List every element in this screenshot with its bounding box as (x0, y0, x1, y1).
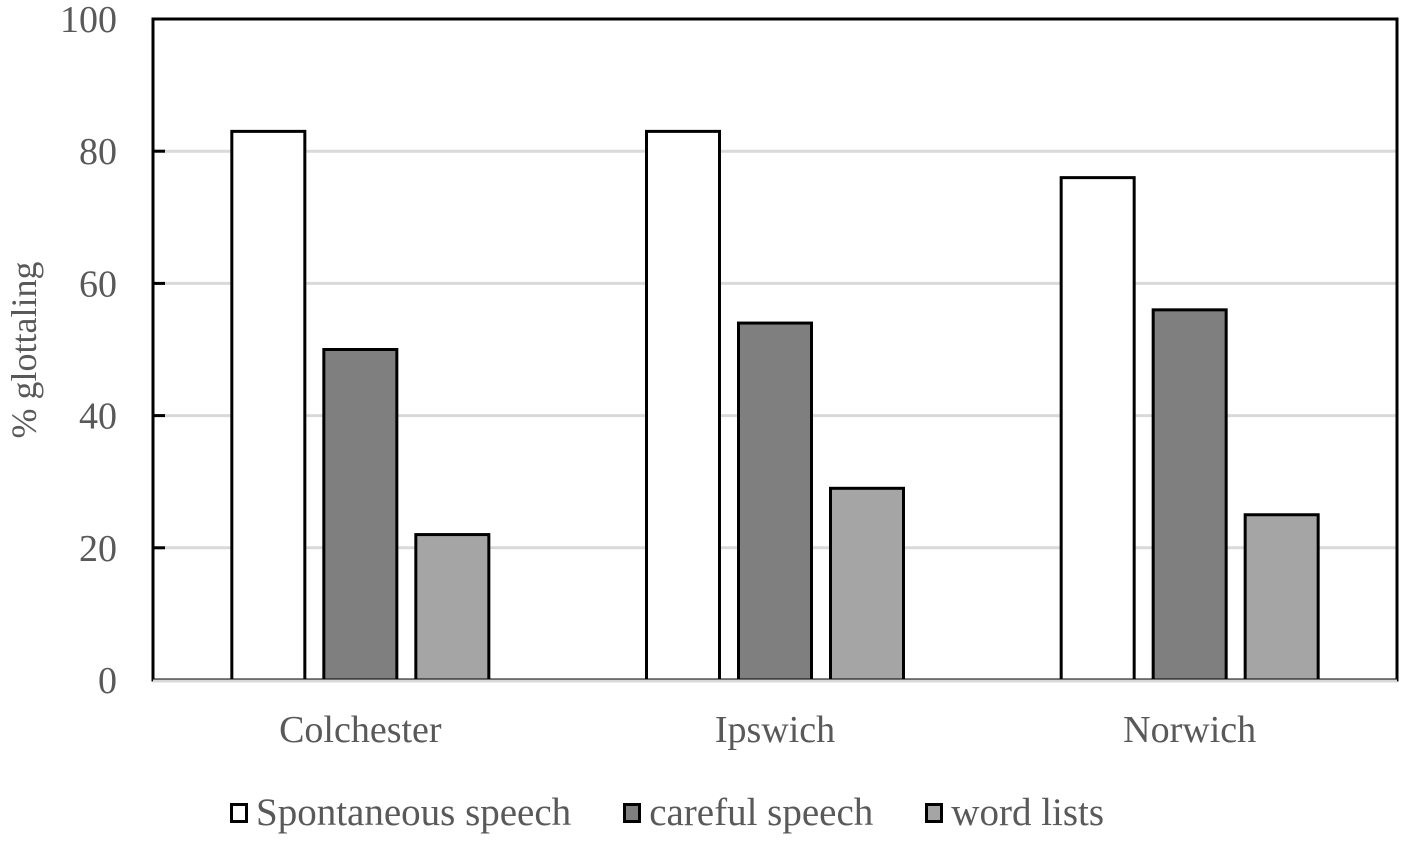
y-tick-label: 100 (60, 0, 117, 41)
bar (645, 129, 721, 682)
bars (230, 129, 1320, 682)
bar (1243, 513, 1320, 682)
legend-label: word lists (951, 791, 1105, 834)
x-category-label: Ipswich (715, 709, 835, 751)
x-category-label: Colchester (279, 709, 442, 751)
legend-label: Spontaneous speech (256, 791, 572, 834)
y-tick-label: 40 (79, 396, 117, 438)
y-tick-label: 80 (79, 131, 117, 173)
legend-item-word-lists: word lists (925, 790, 1104, 836)
bar (737, 321, 813, 682)
y-tick-label: 20 (79, 528, 117, 570)
legend-swatch-icon (925, 803, 944, 823)
legend-item-spontaneous: Spontaneous speech (230, 790, 571, 836)
x-axis-labels: Colchester Ipswich Norwich (279, 709, 1256, 751)
y-axis-title: % glottaling (4, 262, 44, 439)
legend: Spontaneous speech careful speech word l… (230, 790, 1156, 836)
bar-chart: 0 20 40 60 80 100 Colchester Ipswich Norwich % … (4, 0, 1399, 751)
legend-swatch-icon (623, 803, 642, 823)
legend-swatch-icon (230, 803, 248, 823)
bar (414, 533, 491, 682)
y-tick-label: 60 (79, 263, 117, 305)
legend-label: careful speech (649, 791, 874, 834)
y-tick-label: 0 (98, 660, 117, 702)
legend-item-careful: careful speech (623, 790, 873, 836)
bar (1059, 176, 1136, 682)
y-axis-ticks: 0 20 40 60 80 100 (60, 0, 165, 702)
bar (230, 129, 307, 682)
bar (322, 348, 399, 682)
x-category-label: Norwich (1123, 709, 1256, 751)
bar (1151, 308, 1228, 682)
bar (829, 486, 905, 682)
